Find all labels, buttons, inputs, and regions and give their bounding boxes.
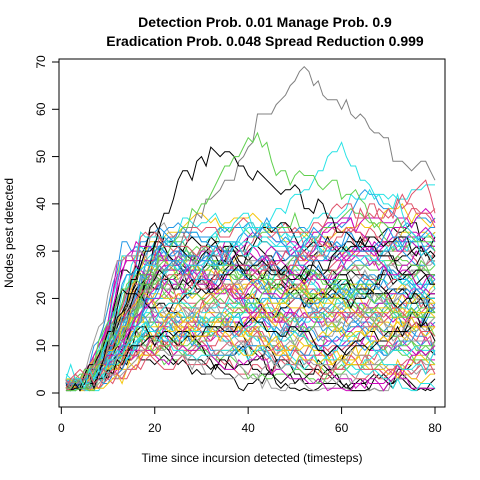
series-line: [65, 255, 435, 390]
chart-title-line1: Detection Prob. 0.01 Manage Prob. 0.9: [138, 14, 392, 30]
series-line: [65, 235, 436, 392]
series-line: [65, 259, 435, 390]
x-axis: 0 20 40 60 80: [58, 406, 442, 435]
series-line: [66, 240, 436, 389]
y-tick-label: 70: [34, 55, 48, 69]
x-tick-label: 40: [241, 421, 255, 435]
series-line: [65, 268, 436, 392]
series-line: [66, 269, 436, 389]
y-tick-label: 40: [34, 197, 48, 211]
x-axis-label: Time since incursion detected (timesteps…: [142, 451, 363, 465]
series-line: [66, 307, 436, 389]
series-line: [65, 307, 436, 390]
series-line: [65, 283, 435, 392]
y-tick-label: 30: [34, 244, 48, 258]
series-line: [66, 330, 436, 392]
series-line: [66, 269, 435, 386]
series-line: [66, 312, 436, 392]
series-line: [65, 245, 436, 392]
series-line: [66, 331, 436, 392]
series-line-highlight: [65, 65, 436, 391]
series-line: [66, 188, 436, 389]
series-line: [66, 288, 435, 390]
chart-title-line2: Eradication Prob. 0.048 Spread Reduction…: [106, 33, 424, 49]
series-line-highlight: [65, 141, 436, 390]
series-line: [66, 216, 436, 389]
x-tick-label: 0: [58, 421, 65, 435]
series-line: [66, 207, 436, 384]
series-lines: [65, 65, 436, 392]
y-tick-label: 60: [34, 102, 48, 116]
x-tick-label: 80: [428, 421, 442, 435]
y-tick-label: 10: [34, 339, 48, 353]
y-tick-label: 50: [34, 150, 48, 164]
x-tick-label: 20: [148, 421, 162, 435]
series-line: [66, 321, 436, 390]
y-axis-label: Nodes pest detected: [2, 178, 16, 288]
series-line: [66, 250, 436, 384]
y-axis: 0 10 20 30 40 50 60 70: [34, 55, 60, 396]
series-line-highlight: [66, 146, 435, 392]
series-line: [65, 335, 436, 392]
y-tick-label: 20: [34, 291, 48, 305]
series-line: [66, 227, 435, 385]
series-line: [65, 321, 436, 392]
series-line: [65, 312, 436, 390]
y-tick-label: 0: [34, 389, 48, 396]
series-line-highlight: [66, 131, 436, 392]
x-tick-label: 60: [335, 421, 349, 435]
series-line-highlight: [65, 179, 436, 389]
